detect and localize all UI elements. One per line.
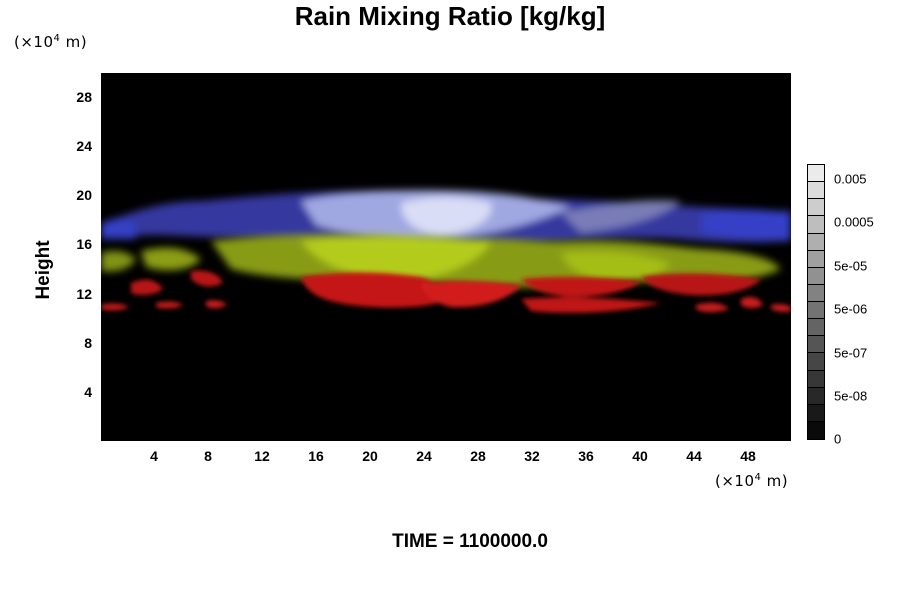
x-tick-label: 36 [578,448,594,464]
colorbar-label: 5e-05 [834,258,868,274]
colorbar-swatch [808,165,824,183]
y-tick-label: 16 [76,236,92,252]
x-tick-label: 28 [470,448,486,464]
chart-title: Rain Mixing Ratio [kg/kg] [294,1,606,31]
colorbar-swatch [808,267,824,285]
colorbar-swatch [808,250,824,268]
y-axis-unit: (×104 m) [14,33,88,51]
x-tick-label: 32 [524,448,540,464]
colorbar-swatch [808,336,824,354]
plot-area [101,73,791,441]
colorbar-swatch [808,370,824,388]
colorbar [807,164,825,440]
lower-rain-layer [101,270,791,313]
colorbar-label: 5e-07 [834,345,868,361]
x-tick-label: 40 [632,448,648,464]
upper-cloud-layer [101,190,791,249]
colorbar-swatch [808,387,824,405]
x-axis-unit: (×104 m) [715,472,789,490]
colorbar-swatch [808,284,824,302]
x-tick-label: 4 [150,448,158,464]
y-tick-label: 8 [84,335,92,351]
colorbar-swatch [808,404,824,422]
colorbar-label: 5e-08 [834,388,868,404]
x-tick-label: 20 [362,448,378,464]
x-tick-label: 44 [686,448,702,464]
colorbar-swatch [808,182,824,200]
time-label: TIME = 1100000.0 [392,531,548,552]
colorbar-swatch [808,353,824,371]
y-tick-label: 24 [76,138,92,154]
y-tick-label: 20 [76,187,92,203]
x-tick-label: 16 [308,448,324,464]
colorbar-swatch [808,421,824,439]
y-tick-label: 12 [76,286,92,302]
y-tick-label: 28 [76,89,92,105]
colorbar-label: 0.005 [834,171,867,187]
y-axis-label: Height [33,240,54,300]
heatmap-canvas [101,73,791,441]
colorbar-label: 5e-06 [834,301,868,317]
colorbar-swatch [808,199,824,217]
x-tick-label: 48 [740,448,756,464]
colorbar-label: 0.0005 [834,214,874,230]
y-tick-label: 4 [84,384,92,400]
colorbar-swatch [808,216,824,234]
colorbar-swatch [808,302,824,320]
colorbar-swatch [808,233,824,251]
colorbar-swatch [808,319,824,337]
colorbar-label: 0 [834,431,842,447]
x-tick-label: 24 [416,448,432,464]
x-tick-label: 12 [254,448,270,464]
x-tick-label: 8 [204,448,212,464]
